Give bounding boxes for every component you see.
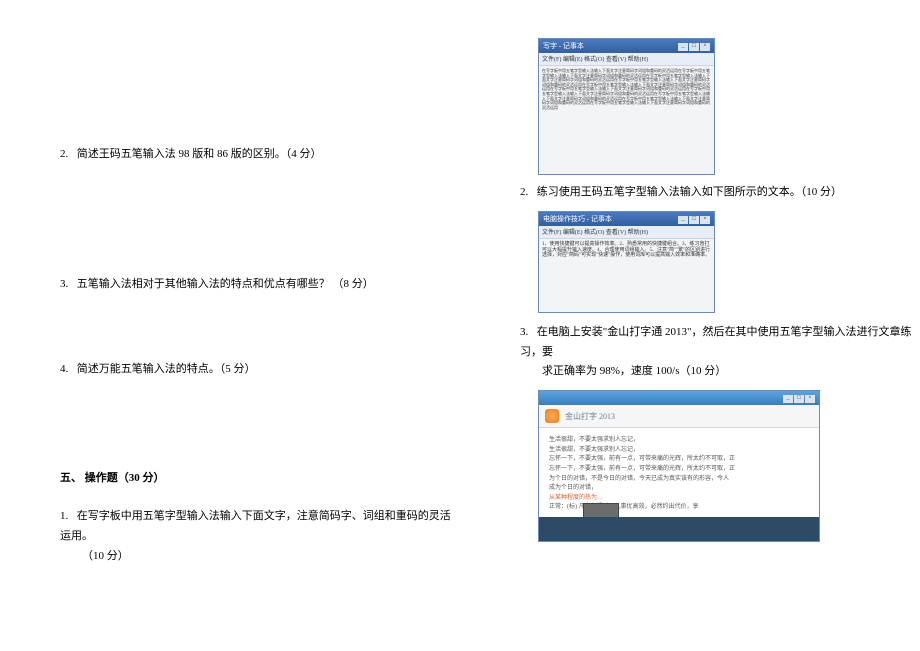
section-title: 五、 操作题（30 分） (60, 469, 460, 489)
op-question-1: 1. 在写字板中用五笔字型输入法输入下面文字，注意简码字、词组和重码的灵活运用。… (60, 507, 460, 566)
figure-notepad-2: 电脑操作技巧 - 记事本 _□× 文件(F) 编辑(E) 格式(O) 查看(V)… (538, 211, 715, 313)
min-icon: _ (678, 43, 688, 51)
fig2-titlebar: 电脑操作技巧 - 记事本 _□× (539, 212, 714, 226)
fig3-titlebar: _□× (539, 391, 819, 405)
question-2: 2. 简述王码五笔输入法 98 版和 86 版的区别。（4 分） (60, 145, 460, 165)
close-icon: × (700, 216, 710, 224)
q3-num: 3. (60, 275, 74, 295)
fig1-titlebar: 写字 - 记事本 _□× (539, 39, 714, 53)
op1-text-b: （10 分） (60, 547, 460, 567)
op-question-2: 2. 练习使用王码五笔字型输入法输入如下图所示的文本。（10 分） (520, 183, 920, 203)
op3-text-b: 求正确率为 98%，速度 100/s（10 分） (520, 362, 920, 382)
min-icon: _ (678, 216, 688, 224)
fig1-window-buttons: _□× (677, 41, 710, 51)
max-icon: □ (689, 216, 699, 224)
fig3-line2: 生活很甜，不要太强求别人忘记， (549, 446, 809, 456)
question-3: 3. 五笔输入法相对于其他输入法的特点和优点有哪些？ （8 分） (60, 275, 460, 295)
q3-text: 五笔输入法相对于其他输入法的特点和优点有哪些？ （8 分） (77, 278, 374, 290)
fig3-line4: 忘怀一下，不要太强，前有一点，可带来痛的光辉，所太约不可取，正 (549, 465, 809, 475)
max-icon: □ (794, 395, 804, 403)
fig1-menubar: 文件(F) 编辑(E) 格式(O) 查看(V) 帮助(H) (539, 53, 714, 66)
fig3-line1: 生活很甜，不要太强求别人忘记， (549, 436, 809, 446)
fig3-header: 金山打字 2013 (539, 405, 819, 428)
figure-kingsoft-typing: _□× 金山打字 2013 生活很甜，不要太强求别人忘记， 生活很甜，不要太强求… (538, 390, 820, 542)
q4-num: 4. (60, 360, 74, 380)
min-icon: _ (783, 395, 793, 403)
op2-text: 练习使用王码五笔字型输入法输入如下图所示的文本。（10 分） (537, 186, 842, 198)
app-logo-icon (545, 409, 559, 423)
op1-text-a: 在写字板中用五笔字型输入法输入下面文字，注意简码字、词组和重码的灵活运用。 (60, 510, 451, 542)
close-icon: × (700, 43, 710, 51)
fig3-window-buttons: _□× (782, 393, 815, 403)
fig2-body: 1、使用快捷键可以提高操作效率。2、熟悉常用的快捷键组合。3、练习盲打可以大幅提… (539, 239, 714, 262)
figure-notepad-1: 写字 - 记事本 _□× 文件(F) 编辑(E) 格式(O) 查看(V) 帮助(… (538, 38, 715, 175)
fig3-footer-bar (539, 517, 819, 541)
fig2-title: 电脑操作技巧 - 记事本 (543, 214, 612, 224)
fig1-body: 在写字板中用五笔字型输入法输入下面文字注意简码字词组和重码的灵活运用在写字板中用… (539, 66, 714, 113)
app-title: 金山打字 2013 (565, 411, 615, 422)
op-question-3: 3. 在电脑上安装"金山打字通 2013"，然后在其中使用五笔字型输入法进行文章… (520, 323, 920, 382)
fig2-menubar: 文件(F) 编辑(E) 格式(O) 查看(V) 帮助(H) (539, 226, 714, 239)
fig2-window-buttons: _□× (677, 214, 710, 224)
question-4: 4. 简述万能五笔输入法的特点。（5 分） (60, 360, 460, 380)
left-column: 2. 简述王码五笔输入法 98 版和 86 版的区别。（4 分） 3. 五笔输入… (60, 0, 460, 575)
right-column: 写字 - 记事本 _□× 文件(F) 编辑(E) 格式(O) 查看(V) 帮助(… (520, 0, 920, 542)
fig3-highlight: 从某种程度的热为… (549, 494, 809, 504)
fig3-line6: 成为个日的对错， (549, 484, 809, 494)
q2-text: 简述王码五笔输入法 98 版和 86 版的区别。（4 分） (77, 148, 322, 160)
op1-num: 1. (60, 507, 74, 527)
max-icon: □ (689, 43, 699, 51)
fig1-title: 写字 - 记事本 (543, 41, 584, 51)
fig3-line5: 为个日的对错，不是今日的对错，今天已成为真实该有的形容，今人 (549, 475, 809, 485)
q4-text: 简述万能五笔输入法的特点。（5 分） (77, 363, 256, 375)
close-icon: × (805, 395, 815, 403)
fig3-body: 生活很甜，不要太强求别人忘记， 生活很甜，不要太强求别人忘记， 忘怀一下，不要太… (539, 428, 819, 529)
q2-num: 2. (60, 145, 74, 165)
fig3-line3: 忘怀一下，不要太强，前有一点，可带来痛的光辉，所太约不可取，正 (549, 455, 809, 465)
op2-num: 2. (520, 183, 534, 203)
op3-num: 3. (520, 323, 534, 343)
op3-text-a: 在电脑上安装"金山打字通 2013"，然后在其中使用五笔字型输入法进行文章练习，… (520, 326, 911, 358)
